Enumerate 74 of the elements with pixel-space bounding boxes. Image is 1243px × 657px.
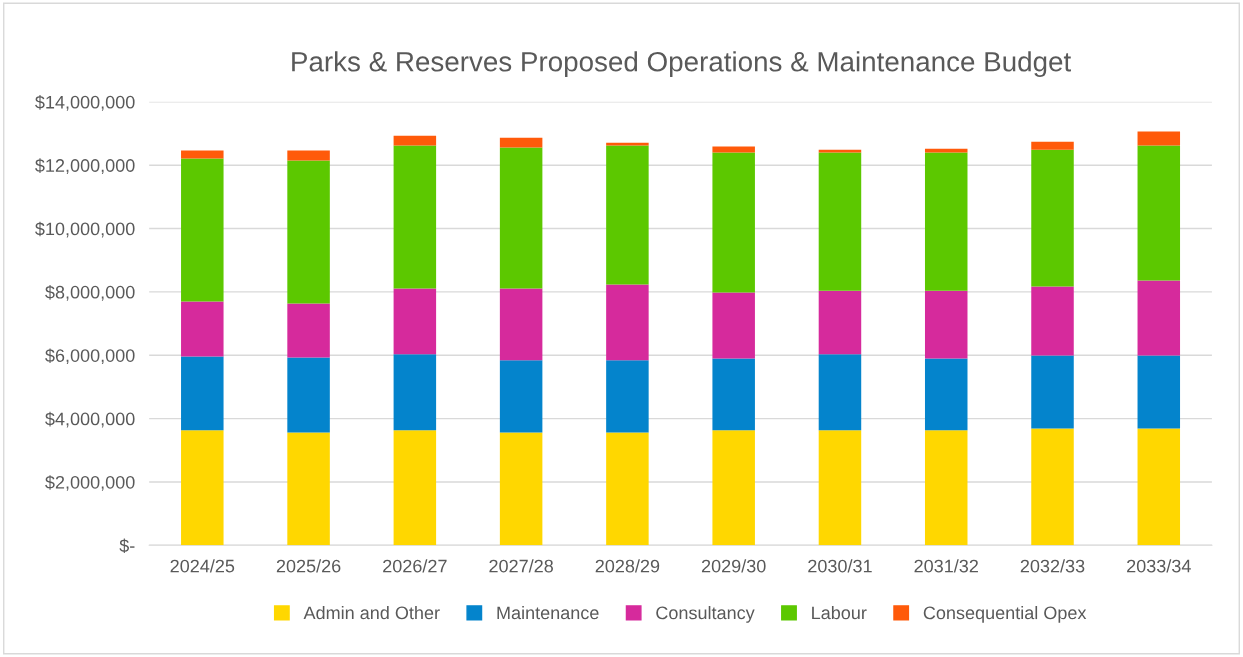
bar [499,432,543,546]
bar [393,430,437,546]
bar [181,158,224,302]
bar [181,150,224,159]
bar [818,152,862,291]
x-tick-label: 2028/29 [595,559,660,573]
bar [818,354,862,431]
x-tick-label: 2031/32 [914,559,978,573]
bar [606,142,649,146]
y-tick-label: $2,000,000 [45,475,135,491]
bar [818,149,862,153]
bar [1031,149,1074,287]
y-tick-label: $4,000,000 [45,411,135,428]
bar [499,360,543,433]
bar [712,430,755,546]
bar [606,145,649,285]
bar [818,290,862,355]
bar [818,430,862,546]
x-tick-label: 2033/34 [1127,559,1191,573]
bar [287,303,330,358]
bar [712,358,755,431]
x-tick-label: 2030/31 [808,559,872,573]
bar [924,290,968,359]
x-tick-label: 2024/25 [170,559,235,573]
bar [393,354,437,431]
bar [924,148,968,153]
bar [606,432,649,546]
bar [924,152,968,291]
bar [1031,428,1074,546]
legend-label: Consequential Opex [923,606,1087,623]
y-tick-label: $12,000,000 [35,158,135,175]
bar [606,284,649,361]
bar [287,160,330,304]
legend-label: Admin and Other [303,606,440,620]
bar [1137,280,1181,356]
bar [1137,355,1181,429]
bar [1031,355,1074,429]
chart-title: Parks & Reserves Proposed Operations & Maintenance Budget [292,51,1072,78]
legend-label: Labour [812,606,867,620]
bar [1137,131,1181,146]
bar [1137,428,1181,546]
legend-label: Maintenance [497,606,599,620]
y-tick-label: $10,000,000 [35,221,135,238]
x-tick-label: 2027/28 [489,559,553,573]
bar [287,150,330,161]
bar [1137,145,1181,281]
bar [924,358,968,431]
x-tick-label: 2026/27 [383,559,447,573]
bar [606,360,649,433]
bar [499,288,543,361]
bar [1031,286,1074,356]
bar [393,135,437,146]
bar [499,137,543,148]
bar [712,292,755,359]
bar [181,356,224,431]
bar [712,146,755,153]
x-tick-label: 2032/33 [1020,559,1085,573]
y-tick-label: $- [119,538,135,554]
bar [287,432,330,546]
y-tick-label: $6,000,000 [45,348,135,365]
legend-label: Consultancy [656,606,755,623]
bar [181,301,224,357]
bar [393,145,437,289]
bar [287,357,330,433]
y-tick-label: $14,000,000 [35,95,135,111]
bar [1031,141,1074,150]
bar [499,147,543,289]
x-tick-label: 2025/26 [276,559,341,573]
x-tick-label: 2029/30 [701,559,766,573]
bar [181,430,224,546]
bar [924,430,968,546]
y-tick-label: $8,000,000 [45,285,135,301]
bar [712,152,755,293]
bar [393,288,437,355]
